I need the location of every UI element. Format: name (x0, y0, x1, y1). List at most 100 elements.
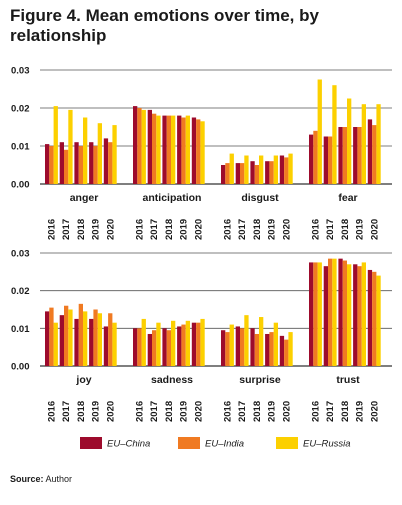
y-tick-label: 0.01 (11, 324, 30, 335)
bar (196, 119, 201, 184)
year-tick-label: 2020 (369, 401, 380, 422)
legend-label: EU–Russia (303, 439, 351, 450)
year-tick-label: 2016 (222, 401, 233, 422)
bar (323, 136, 328, 184)
year-tick-label: 2018 (252, 219, 263, 240)
year-tick-label: 2019 (267, 401, 278, 422)
bar (225, 163, 230, 184)
bar (235, 163, 240, 184)
year-tick-label: 2018 (252, 401, 263, 422)
bar (328, 136, 333, 184)
year-tick-label: 2020 (193, 401, 204, 422)
bar (200, 318, 205, 366)
bar (250, 161, 255, 184)
bar (45, 144, 50, 184)
bar (137, 328, 142, 366)
bar (235, 326, 240, 366)
bar (191, 322, 197, 366)
category-label: sadness (151, 374, 193, 386)
year-tick-label: 2017 (149, 219, 160, 240)
year-tick-label: 2016 (310, 219, 321, 240)
category-label: anticipation (143, 192, 202, 204)
bar (332, 258, 337, 366)
y-tick-label: 0.02 (11, 286, 30, 297)
bar (152, 113, 157, 184)
year-tick-label: 2017 (237, 401, 248, 422)
bar (309, 134, 314, 184)
bar (284, 157, 289, 184)
bar (59, 315, 64, 366)
bar (254, 165, 259, 184)
bar (83, 117, 88, 184)
year-tick-label: 2017 (325, 219, 336, 240)
source-note: Source: Author (10, 474, 72, 484)
bar (64, 305, 69, 366)
bar (342, 260, 347, 366)
bar (229, 153, 234, 184)
bar (93, 146, 98, 184)
bar (108, 313, 113, 366)
legend-label: EU–India (205, 439, 244, 450)
year-tick-label: 2016 (310, 401, 321, 422)
year-tick-label: 2017 (237, 219, 248, 240)
bar (225, 332, 230, 366)
bar (221, 330, 226, 366)
bar (332, 85, 337, 184)
bar (147, 333, 152, 366)
bar (141, 109, 146, 184)
year-tick-label: 2020 (281, 219, 292, 240)
bar (191, 117, 197, 184)
year-tick-label: 2017 (61, 219, 72, 240)
bar (147, 109, 152, 184)
year-tick-label: 2016 (46, 219, 57, 240)
bar (279, 335, 285, 366)
bar (376, 104, 381, 184)
year-tick-label: 2017 (61, 401, 72, 422)
category-label: fear (338, 192, 357, 204)
category-label: joy (75, 374, 91, 386)
bar (185, 115, 190, 184)
bar (317, 79, 322, 184)
year-tick-label: 2016 (46, 401, 57, 422)
year-tick-label: 2019 (91, 219, 102, 240)
bar (317, 262, 322, 366)
bar (49, 146, 54, 184)
bar (288, 153, 293, 184)
bar (367, 269, 373, 366)
legend-swatch (276, 437, 298, 449)
bar (162, 115, 167, 184)
year-tick-label: 2018 (76, 219, 87, 240)
category-label: disgust (241, 192, 279, 204)
bar (89, 142, 94, 184)
year-tick-label: 2020 (105, 219, 116, 240)
y-tick-label: 0.01 (11, 142, 30, 153)
bar (171, 115, 176, 184)
year-tick-label: 2018 (340, 401, 351, 422)
year-tick-label: 2016 (134, 401, 145, 422)
bar (265, 333, 270, 366)
bar (269, 161, 274, 184)
y-tick-label: 0.02 (11, 104, 30, 115)
bar (342, 127, 347, 184)
bar (53, 106, 58, 184)
bar (112, 322, 117, 366)
bar (361, 104, 366, 184)
year-tick-label: 2018 (76, 401, 87, 422)
bar (250, 328, 255, 366)
year-tick-label: 2018 (340, 219, 351, 240)
figure-number: Figure 4. (10, 6, 81, 25)
bar (273, 155, 278, 184)
bar (265, 161, 270, 184)
year-tick-label: 2020 (369, 219, 380, 240)
bar (103, 326, 109, 366)
bar (68, 109, 73, 184)
bar (353, 127, 358, 184)
year-tick-label: 2020 (281, 401, 292, 422)
bar (64, 149, 69, 184)
bar (68, 309, 73, 366)
category-label: surprise (239, 374, 281, 386)
year-tick-label: 2017 (325, 401, 336, 422)
bar (313, 262, 318, 366)
figure-title: Figure 4. Mean emotions over time, by re… (10, 6, 390, 46)
bar (108, 142, 113, 184)
